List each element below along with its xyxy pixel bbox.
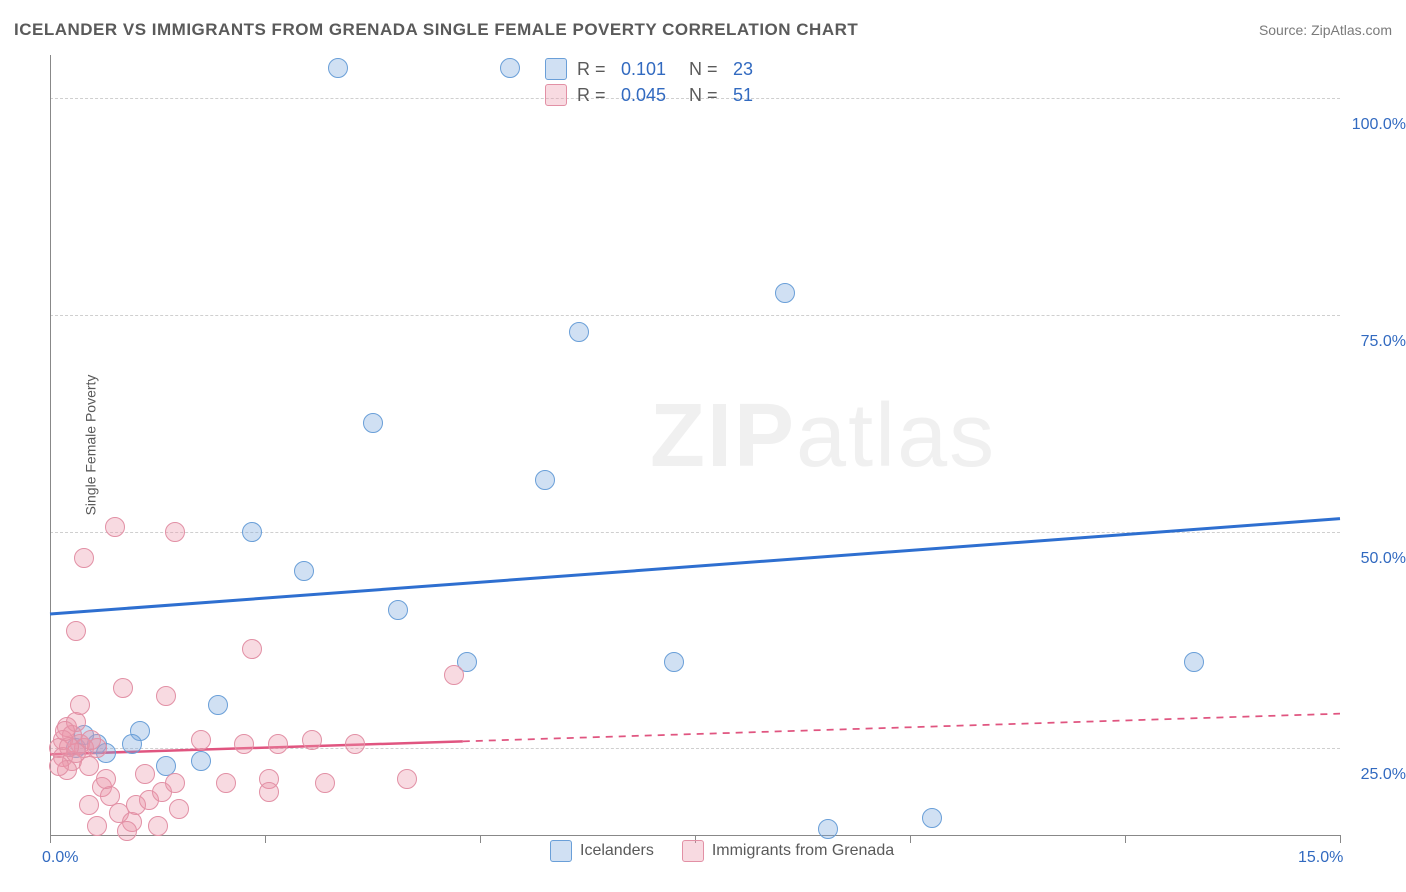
y-tick-label: 25.0% [1361, 766, 1406, 784]
data-point [87, 816, 107, 836]
data-point [268, 734, 288, 754]
data-point [81, 730, 101, 750]
data-point [105, 517, 125, 537]
chart-title: ICELANDER VS IMMIGRANTS FROM GRENADA SIN… [14, 20, 858, 40]
data-point [775, 283, 795, 303]
data-point [148, 816, 168, 836]
data-point [328, 58, 348, 78]
trend-line-extrapolated [463, 714, 1340, 742]
data-point [363, 413, 383, 433]
data-point [191, 751, 211, 771]
data-point [49, 756, 69, 776]
data-point [79, 795, 99, 815]
stat-n-label: N = [689, 85, 723, 106]
data-point [259, 782, 279, 802]
data-point [664, 652, 684, 672]
data-point [315, 773, 335, 793]
data-point [191, 730, 211, 750]
legend-swatch [550, 840, 572, 862]
data-point [569, 322, 589, 342]
data-point [444, 665, 464, 685]
data-point [156, 686, 176, 706]
x-tick-label: 15.0% [1298, 849, 1343, 867]
stat-r-value: 0.045 [621, 85, 679, 106]
x-tick [1125, 835, 1126, 843]
data-point [135, 764, 155, 784]
data-point [96, 769, 116, 789]
data-point [117, 821, 137, 841]
trend-layer [50, 55, 1340, 835]
data-point [70, 695, 90, 715]
data-point [388, 600, 408, 620]
correlation-legend-row: R = 0.101 N = 23 [545, 58, 791, 80]
x-tick-label: 0.0% [42, 849, 78, 867]
x-tick [1340, 835, 1341, 843]
data-point [55, 721, 75, 741]
data-point [294, 561, 314, 581]
data-point [242, 639, 262, 659]
data-point [66, 621, 86, 641]
series-legend: Icelanders Immigrants from Grenada [550, 840, 894, 862]
x-tick [480, 835, 481, 843]
data-point [397, 769, 417, 789]
data-point [122, 734, 142, 754]
correlation-legend: R = 0.101 N = 23 R = 0.045 N = 51 [545, 58, 791, 106]
data-point [535, 470, 555, 490]
series-name: Immigrants from Grenada [712, 842, 894, 860]
y-tick-label: 100.0% [1352, 116, 1406, 134]
data-point [169, 799, 189, 819]
chart-header: ICELANDER VS IMMIGRANTS FROM GRENADA SIN… [14, 20, 1392, 40]
stat-n-value: 23 [733, 59, 791, 80]
legend-swatch [545, 84, 567, 106]
data-point [345, 734, 365, 754]
stat-n-label: N = [689, 59, 723, 80]
data-point [922, 808, 942, 828]
data-point [500, 58, 520, 78]
data-point [216, 773, 236, 793]
data-point [113, 678, 133, 698]
series-legend-item: Icelanders [550, 840, 654, 862]
data-point [1184, 652, 1204, 672]
series-legend-item: Immigrants from Grenada [682, 840, 894, 862]
chart-source: Source: ZipAtlas.com [1259, 22, 1392, 38]
legend-swatch [545, 58, 567, 80]
stat-r-label: R = [577, 85, 611, 106]
x-tick [50, 835, 51, 843]
data-point [302, 730, 322, 750]
data-point [242, 522, 262, 542]
stat-r-label: R = [577, 59, 611, 80]
stat-r-value: 0.101 [621, 59, 679, 80]
data-point [165, 773, 185, 793]
stat-n-value: 51 [733, 85, 791, 106]
data-point [208, 695, 228, 715]
correlation-legend-row: R = 0.045 N = 51 [545, 84, 791, 106]
data-point [165, 522, 185, 542]
plot-area: ZIPatlas 25.0%50.0%75.0%100.0%0.0%15.0%R… [50, 55, 1340, 835]
y-tick-label: 50.0% [1361, 550, 1406, 568]
x-tick [910, 835, 911, 843]
data-point [74, 548, 94, 568]
y-tick-label: 75.0% [1361, 333, 1406, 351]
x-tick [265, 835, 266, 843]
legend-swatch [682, 840, 704, 862]
chart-container: Single Female Poverty ZIPatlas 25.0%50.0… [50, 55, 1340, 835]
series-name: Icelanders [580, 842, 654, 860]
data-point [818, 819, 838, 839]
data-point [234, 734, 254, 754]
